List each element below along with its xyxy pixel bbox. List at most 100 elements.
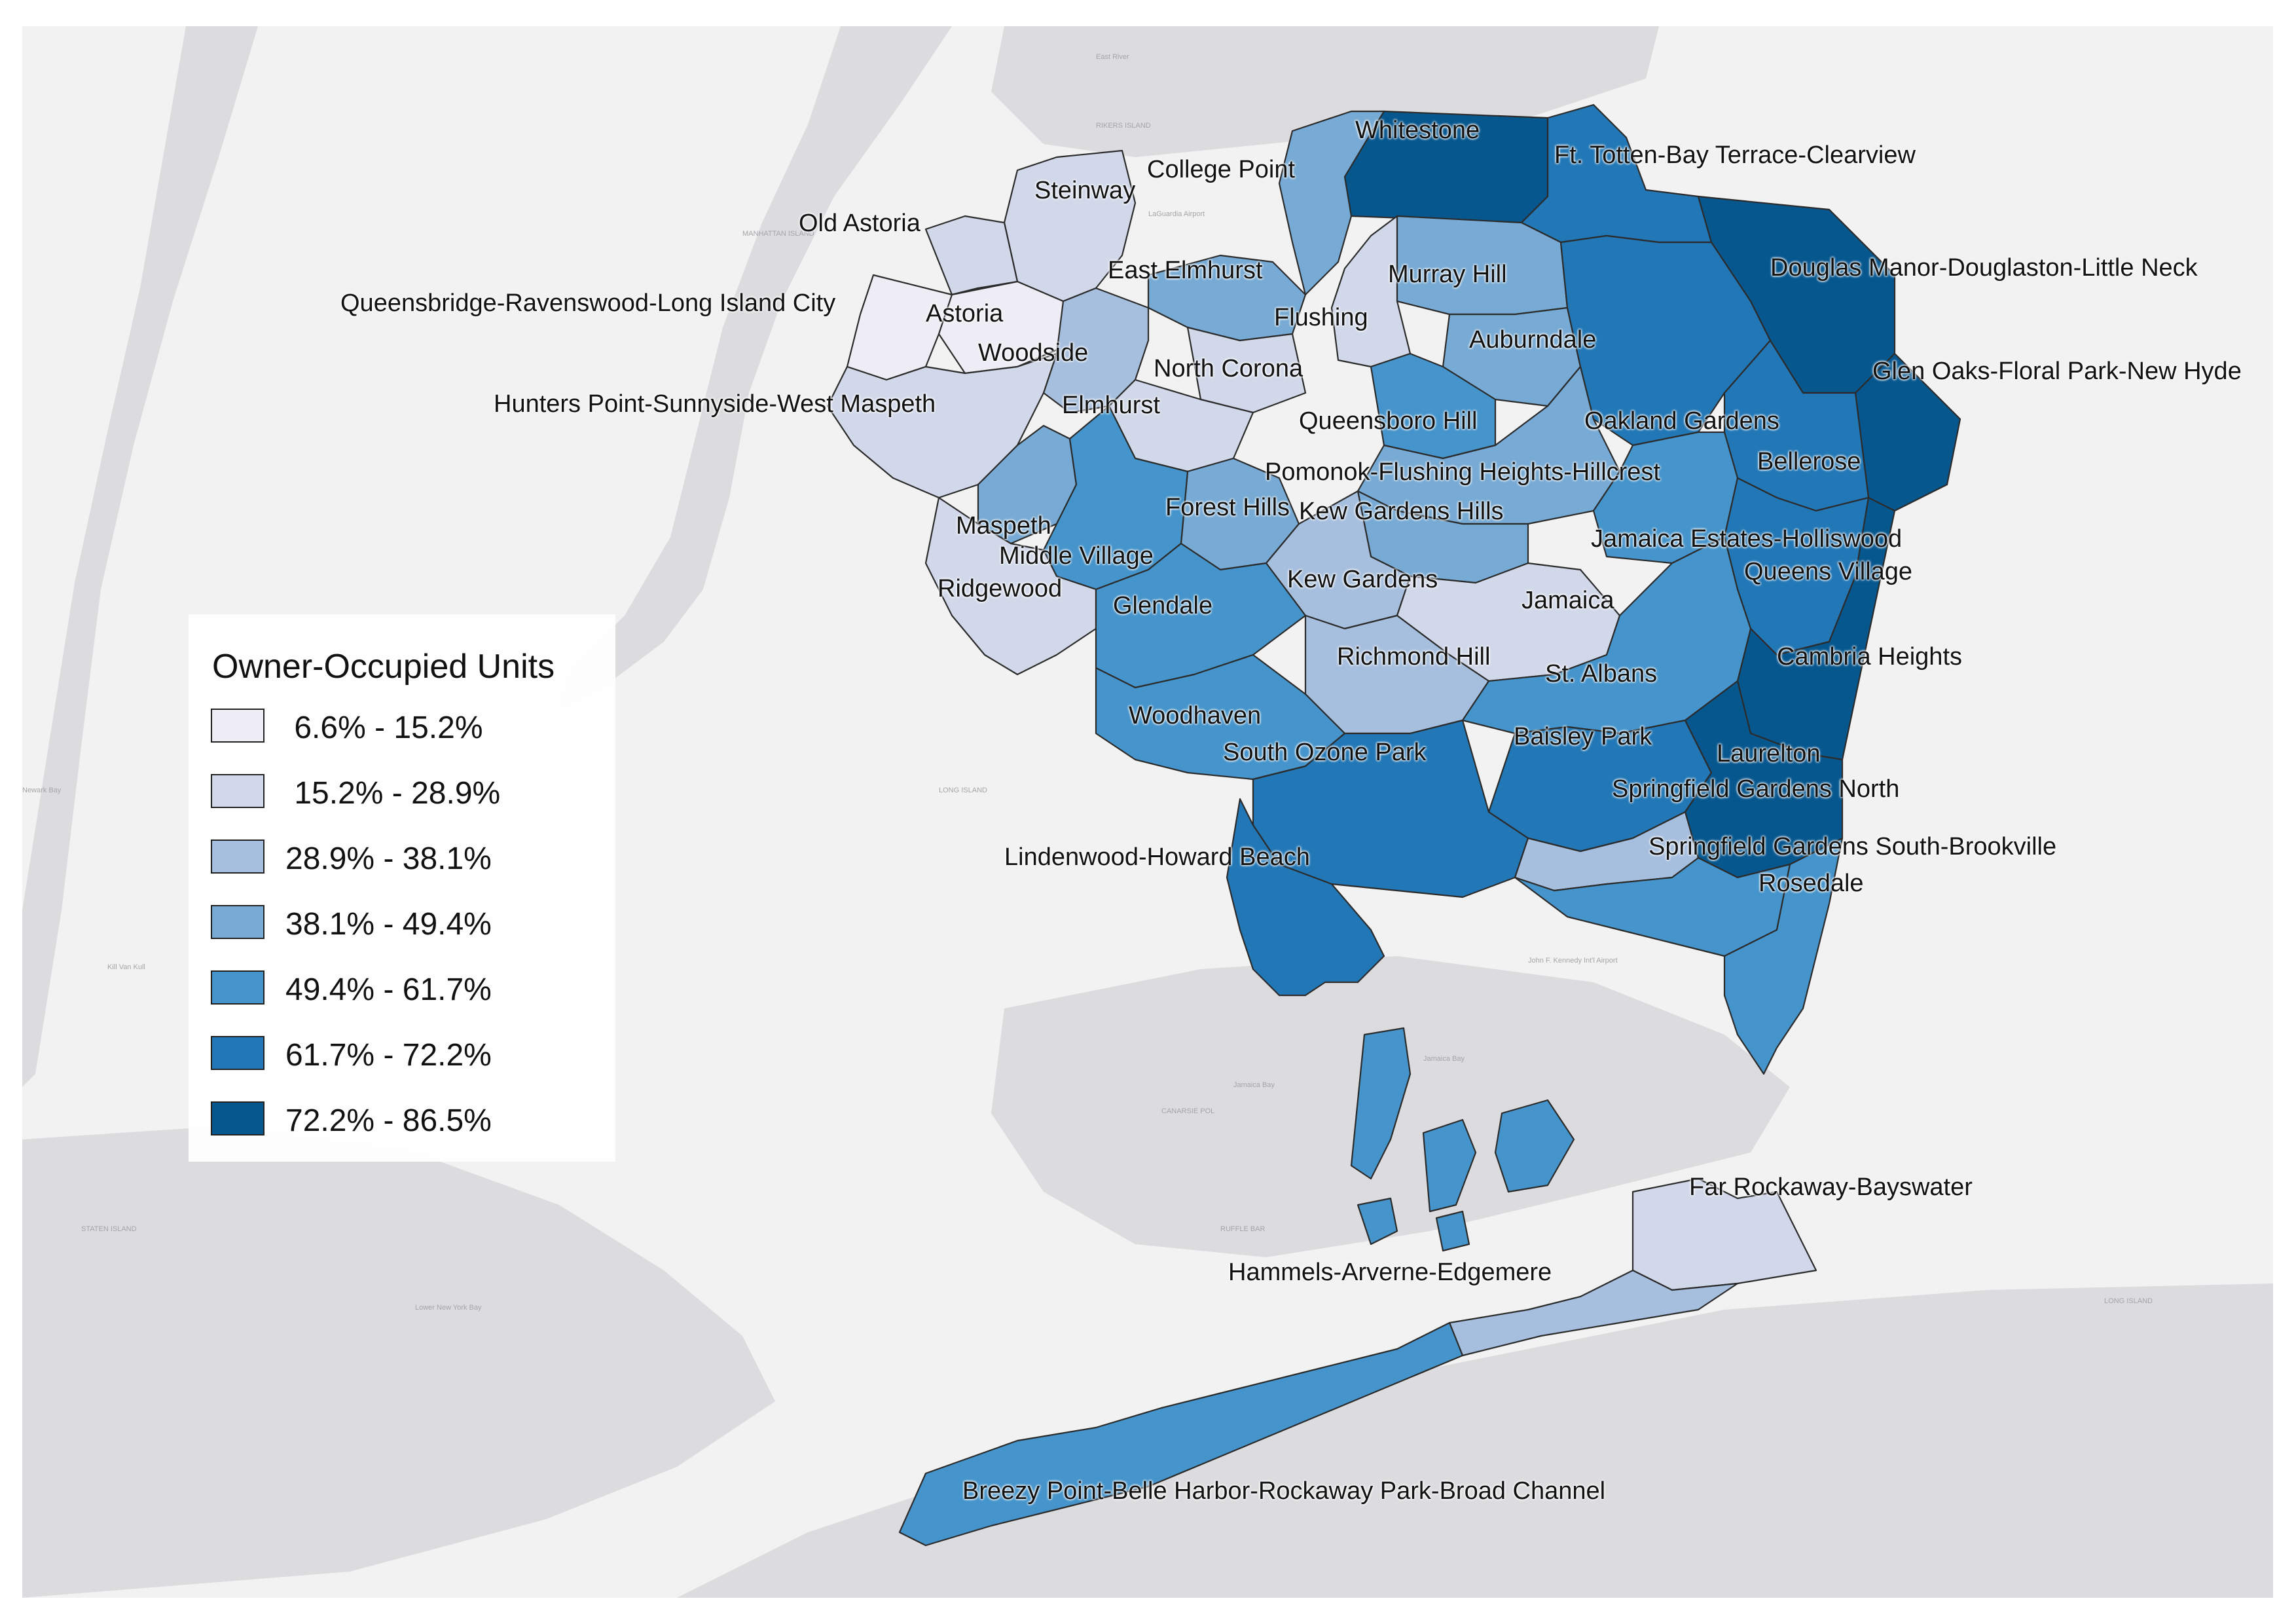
legend-swatch — [211, 1101, 264, 1135]
neighborhood-label: Cambria Heights — [1777, 643, 1962, 671]
neighborhood-rosedale[interactable] — [1723, 837, 1844, 1075]
neighborhood-jamaica-estates[interactable] — [1592, 431, 1739, 564]
legend-label: 28.9% - 38.1% — [285, 841, 492, 876]
neighborhood-label: Richmond Hill — [1337, 643, 1491, 671]
neighborhood-label: East Elmhurst — [1108, 257, 1263, 284]
neighborhood-label: Murray Hill — [1388, 261, 1507, 288]
neighborhood-broad-channel-island[interactable] — [1435, 1210, 1470, 1252]
north-water — [991, 26, 1659, 157]
neighborhood-label: St. Albans — [1545, 660, 1658, 688]
neighborhood-label: Forest Hills — [1165, 494, 1290, 521]
hudson-river — [22, 26, 258, 1087]
neighborhood-label: North Corona — [1154, 355, 1303, 382]
bay-water — [22, 1126, 775, 1598]
neighborhood-label: Springfield Gardens North — [1612, 775, 1900, 803]
legend-item: 61.7% - 72.2% — [211, 1033, 604, 1073]
legend-label: 61.7% - 72.2% — [285, 1038, 492, 1073]
basemap-label: RIKERS ISLAND — [1096, 122, 1151, 130]
neighborhood-label: Auburndale — [1469, 326, 1597, 354]
legend-swatch — [211, 970, 264, 1005]
neighborhood-label: Far Rockaway-Bayswater — [1689, 1173, 1973, 1201]
basemap-label: Newark Bay — [22, 786, 62, 794]
neighborhood-label: Kew Gardens — [1287, 566, 1438, 593]
neighborhood-label: Oakland Gardens — [1584, 407, 1779, 435]
legend-swatch — [211, 1036, 264, 1070]
map-canvas[interactable]: East River RIKERS ISLAND MANHATTAN ISLAN… — [22, 26, 2273, 1598]
neighborhood-breezy-point[interactable] — [898, 1321, 1464, 1547]
neighborhood-broad-channel-island[interactable] — [1494, 1099, 1575, 1193]
neighborhood-label: Queensbridge-Ravenswood-Long Island City — [340, 289, 836, 317]
legend-item: 15.2% - 28.9% — [211, 771, 604, 811]
legend-label: 6.6% - 15.2% — [285, 710, 483, 745]
basemap-label: John F. Kennedy Int'l Airport — [1528, 957, 1618, 965]
map-legend: Owner-Occupied Units 6.6% - 15.2% 15.2% … — [189, 614, 615, 1162]
neighborhood-label: Lindenwood-Howard Beach — [1004, 843, 1310, 871]
neighborhood-hammels-arverne[interactable] — [1448, 1269, 1739, 1357]
basemap-label: Kill Van Kull — [107, 963, 145, 971]
neighborhood-layer — [826, 103, 1961, 1547]
neighborhood-label: Steinway — [1034, 177, 1136, 204]
neighborhood-label: College Point — [1147, 156, 1296, 183]
legend-swatch — [211, 709, 264, 743]
basemap-label: RUFFLE BAR — [1220, 1225, 1266, 1233]
neighborhood-label: Glen Oaks-Floral Park-New Hyde — [1872, 358, 2242, 385]
neighborhood-label: Pomonok-Flushing Heights-Hillcrest — [1265, 458, 1660, 486]
neighborhood-label: Jamaica Estates-Holliswood — [1591, 525, 1903, 553]
legend-item: 28.9% - 38.1% — [211, 837, 604, 876]
neighborhood-label: Middle Village — [999, 542, 1154, 570]
neighborhood-label: Whitestone — [1355, 117, 1480, 144]
neighborhood-label: Old Astoria — [799, 210, 920, 237]
neighborhood-label: Rosedale — [1758, 870, 1864, 897]
neighborhood-label: Astoria — [926, 300, 1004, 327]
neighborhood-label: Glendale — [1113, 592, 1213, 619]
neighborhood-glendale[interactable] — [1095, 542, 1307, 689]
neighborhood-label: Kew Gardens Hills — [1299, 498, 1504, 525]
legend-swatch — [211, 905, 264, 939]
map-svg: East River RIKERS ISLAND MANHATTAN ISLAN… — [22, 26, 2273, 1598]
neighborhood-label: Flushing — [1274, 304, 1368, 331]
legend-label: 15.2% - 28.9% — [285, 776, 501, 811]
legend-item: 72.2% - 86.5% — [211, 1099, 604, 1138]
neighborhood-astoria[interactable] — [938, 280, 1065, 375]
neighborhood-broad-channel-island[interactable] — [1357, 1197, 1398, 1246]
neighborhood-lindenwood-howard-beach[interactable] — [1226, 798, 1385, 997]
neighborhood-label: Ridgewood — [938, 575, 1063, 602]
neighborhood-college-point[interactable] — [1278, 110, 1385, 296]
neighborhood-hunters-point[interactable] — [826, 352, 1058, 499]
neighborhood-label: Hunters Point-Sunnyside-West Maspeth — [494, 390, 936, 418]
neighborhood-broad-channel-island[interactable] — [1350, 1027, 1412, 1180]
legend-title: Owner-Occupied Units — [212, 648, 555, 686]
neighborhood-label: Breezy Point-Belle Harbor-Rockaway Park-… — [962, 1477, 1606, 1505]
basemap-label: MANHATTAN ISLAND — [742, 230, 814, 238]
basemap-label: East River — [1096, 53, 1129, 61]
neighborhood-label: Laurelton — [1717, 740, 1821, 767]
basemap-label: Jamaica Bay — [1233, 1081, 1275, 1089]
neighborhood-label: Queensboro Hill — [1299, 407, 1478, 435]
neighborhood-label: Bellerose — [1757, 448, 1861, 475]
basemap-label: LONG ISLAND — [939, 786, 987, 794]
neighborhood-label: Queens Village — [1744, 558, 1913, 585]
legend-item: 49.4% - 61.7% — [211, 968, 604, 1007]
neighborhood-label: Douglas Manor-Douglaston-Little Neck — [1770, 254, 2198, 282]
neighborhood-label: Woodside — [978, 339, 1089, 367]
basemap-label: STATEN ISLAND — [81, 1225, 137, 1233]
basemap-label: Lower New York Bay — [415, 1304, 482, 1312]
neighborhood-label: Hammels-Arverne-Edgemere — [1228, 1259, 1552, 1286]
legend-label: 38.1% - 49.4% — [285, 907, 492, 942]
legend-label: 49.4% - 61.7% — [285, 972, 492, 1007]
neighborhood-label: Ft. Totten-Bay Terrace-Clearview — [1554, 141, 1916, 169]
neighborhood-label: Baisley Park — [1514, 723, 1652, 750]
neighborhood-label: Jamaica — [1522, 587, 1614, 614]
basemap-label: Jamaica Bay — [1423, 1055, 1465, 1063]
basemap-label: LaGuardia Airport — [1148, 210, 1205, 218]
neighborhood-broad-channel-island[interactable] — [1422, 1118, 1477, 1213]
lower-bay — [677, 1283, 2273, 1598]
neighborhood-label: Maspeth — [956, 512, 1051, 540]
legend-item: 6.6% - 15.2% — [211, 706, 604, 745]
legend-swatch — [211, 840, 264, 874]
neighborhood-label: Springfield Gardens South-Brookville — [1649, 833, 2057, 860]
neighborhood-label: Elmhurst — [1062, 392, 1160, 419]
legend-label: 72.2% - 86.5% — [285, 1103, 492, 1138]
legend-swatch — [211, 774, 264, 808]
east-river — [559, 26, 952, 707]
